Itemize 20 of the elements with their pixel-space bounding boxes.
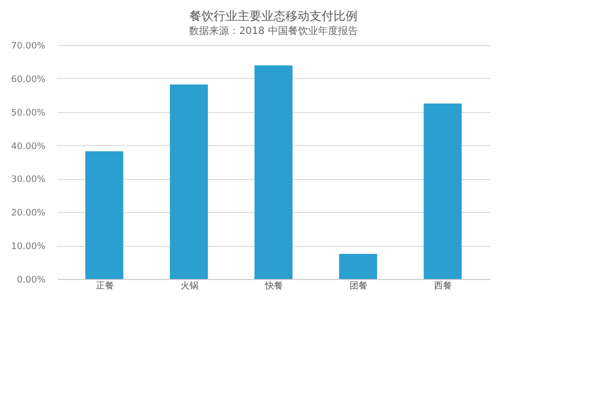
y-tick-label: 30.00% — [11, 175, 46, 186]
y-tick-label: 40.00% — [11, 142, 46, 152]
y-tick-label: 0.00% — [16, 276, 46, 286]
chart-title: 餐饮行业主要业态移动支付比例 — [190, 9, 358, 23]
y-tick-label: 20.00% — [11, 208, 46, 219]
bar — [424, 104, 462, 279]
y-tick-label: 10.00% — [11, 242, 46, 252]
x-tick-label: 西餐 — [434, 280, 452, 292]
y-tick-label: 50.00% — [11, 108, 46, 118]
x-tick-label: 正餐 — [96, 280, 114, 292]
bar — [339, 254, 378, 279]
x-tick-label: 团餐 — [350, 280, 368, 292]
x-tick-label: 快餐 — [264, 280, 283, 292]
x-tick-label: 火锅 — [180, 280, 198, 292]
y-tick-label: 60.00% — [11, 74, 46, 85]
bar — [254, 65, 292, 279]
bar — [170, 84, 208, 279]
source-note: 数据来源：2018 中国餐饮业年度报告 — [189, 25, 358, 37]
bar — [85, 151, 124, 279]
y-tick-label: 70.00% — [11, 42, 46, 52]
